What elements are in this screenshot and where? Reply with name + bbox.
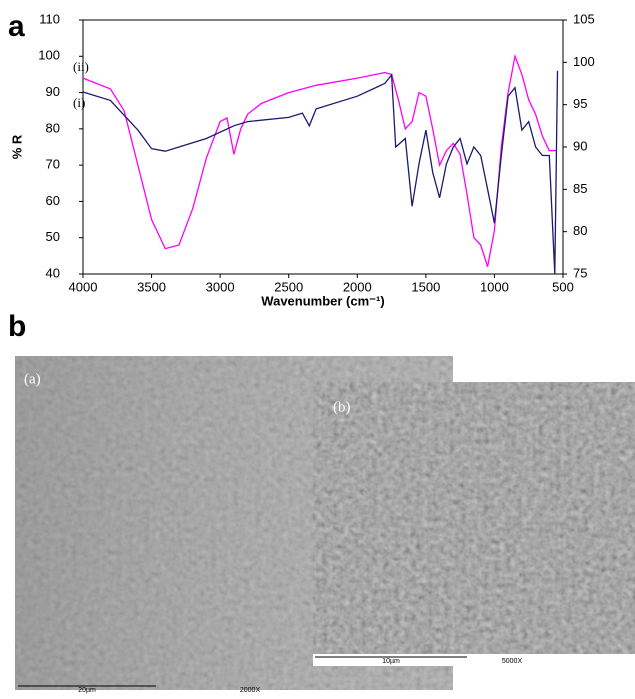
x-tick-label: 500 <box>552 279 574 294</box>
y-tick-label: 80 <box>46 120 60 135</box>
info-strip <box>313 654 635 666</box>
y2-tick-label: 105 <box>573 11 595 26</box>
x-tick-label: 3000 <box>206 279 235 294</box>
y2-tick-label: 80 <box>573 223 587 238</box>
sem-image-b: (b) 10µm 5000X <box>313 382 635 666</box>
y-tick-label: 60 <box>46 193 60 208</box>
series-label: (i) <box>73 95 85 110</box>
x-tick-label: 2500 <box>274 279 303 294</box>
magnification: 5000X <box>502 658 523 665</box>
y2-tick-label: 90 <box>573 138 587 153</box>
image-texture <box>313 382 635 654</box>
series-label: (ii) <box>73 59 89 74</box>
series-line <box>82 53 557 267</box>
series-line <box>82 70 559 275</box>
x-tick-label: 4000 <box>69 279 98 294</box>
y-tick-label: 100 <box>38 48 60 63</box>
y-axis-label: % R <box>9 134 24 159</box>
y-tick-label: 90 <box>46 84 60 99</box>
scale-text: 10µm <box>382 658 400 665</box>
x-tick-label: 2000 <box>343 279 372 294</box>
x-tick-label: 1500 <box>411 279 440 294</box>
y-tick-label: 50 <box>46 229 60 244</box>
panel-label: b <box>8 310 26 343</box>
image-label: (b) <box>333 399 351 415</box>
y2-tick-label: 95 <box>573 96 587 111</box>
y-tick-label: 70 <box>46 157 60 172</box>
y-tick-label: 110 <box>39 11 60 26</box>
plot-frame <box>82 19 564 275</box>
magnification: 2000X <box>240 687 261 694</box>
y2-tick-label: 75 <box>573 265 587 280</box>
x-axis-label: Wavenumber (cm⁻¹) <box>261 293 384 308</box>
x-tick-label: 1000 <box>480 279 509 294</box>
x-tick-label: 3500 <box>137 279 166 294</box>
y-tick-label: 40 <box>46 265 60 280</box>
y2-tick-label: 85 <box>573 181 587 196</box>
image-label: (a) <box>24 371 41 387</box>
ftir-chart: 40 50 60 70 80 90 100 110 75 80 85 90 95 100 105 4000 35… <box>9 11 594 308</box>
scale-text: 20µm <box>78 687 96 694</box>
panel-label: a <box>8 10 25 43</box>
y2-tick-label: 100 <box>573 54 595 69</box>
